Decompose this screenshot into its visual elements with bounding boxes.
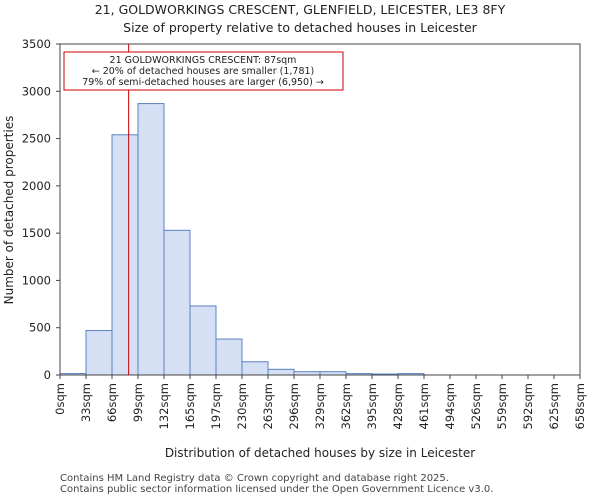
bar-99sqm [137, 103, 165, 376]
x-tick-label: 362sqm [339, 383, 353, 429]
footer-line-2: Contains public sector information licen… [60, 484, 494, 495]
x-tick-label: 428sqm [391, 383, 405, 429]
bar-197sqm [215, 338, 243, 376]
bar-230sqm [241, 361, 269, 376]
chart-title: 21, GOLDWORKINGS CRESCENT, GLENFIELD, LE… [94, 2, 506, 17]
y-tick-label: 3000 [22, 84, 51, 98]
annotation-box: 21 GOLDWORKINGS CRESCENT: 87sqm ← 20% of… [63, 51, 344, 91]
annotation-frame [63, 51, 344, 91]
bar-165sqm [189, 305, 217, 376]
y-tick-label: 2500 [22, 132, 51, 146]
y-tick-label: 2000 [22, 179, 51, 193]
x-tick-label: 263sqm [261, 383, 275, 429]
y-tick-label: 0 [44, 368, 51, 382]
x-tick-label: 230sqm [235, 383, 249, 429]
y-tick-label: 500 [29, 321, 51, 335]
x-tick-label: 296sqm [287, 383, 301, 429]
x-axis: 0sqm 33sqm 66sqm 99sqm 132sqm 165sqm 197sqm 230… [53, 375, 587, 429]
bar-33sqm [85, 330, 113, 376]
y-axis-label: Number of detached properties [2, 116, 16, 305]
x-tick-label: 592sqm [521, 383, 535, 429]
y-axis: 0 500 1000 1500 2000 2500 3000 3500 [22, 37, 60, 382]
x-tick-label: 329sqm [313, 383, 327, 429]
annotation-line-1: 21 GOLDWORKINGS CRESCENT: 87sqm [110, 55, 297, 66]
y-tick-label: 3500 [22, 37, 51, 51]
bar-263sqm [267, 368, 295, 376]
bar-66sqm [111, 134, 139, 376]
x-tick-label: 658sqm [573, 383, 587, 429]
chart-subtitle: Size of property relative to detached ho… [123, 20, 477, 35]
x-tick-label: 494sqm [443, 383, 457, 429]
annotation-line-3: 79% of semi-detached houses are larger (… [82, 77, 324, 88]
bar-132sqm [163, 229, 191, 376]
x-axis-label: Distribution of detached houses by size … [165, 446, 475, 460]
x-tick-label: 132sqm [157, 383, 171, 429]
x-tick-label: 395sqm [365, 383, 379, 429]
x-tick-label: 625sqm [547, 383, 561, 429]
bars-group [59, 103, 425, 376]
annotation-line-2: ← 20% of detached houses are smaller (1,… [92, 66, 315, 77]
x-tick-label: 33sqm [79, 383, 93, 422]
x-tick-label: 165sqm [183, 383, 197, 429]
x-tick-label: 99sqm [131, 383, 145, 422]
x-tick-label: 526sqm [469, 383, 483, 429]
x-tick-label: 197sqm [209, 383, 223, 429]
y-tick-label: 1000 [22, 273, 51, 287]
x-tick-label: 461sqm [417, 383, 431, 429]
footer-line-1: Contains HM Land Registry data © Crown c… [60, 473, 449, 484]
x-tick-label: 66sqm [105, 383, 119, 422]
x-tick-label: 0sqm [53, 383, 67, 415]
x-tick-label: 559sqm [495, 383, 509, 429]
y-tick-label: 1500 [22, 226, 51, 240]
